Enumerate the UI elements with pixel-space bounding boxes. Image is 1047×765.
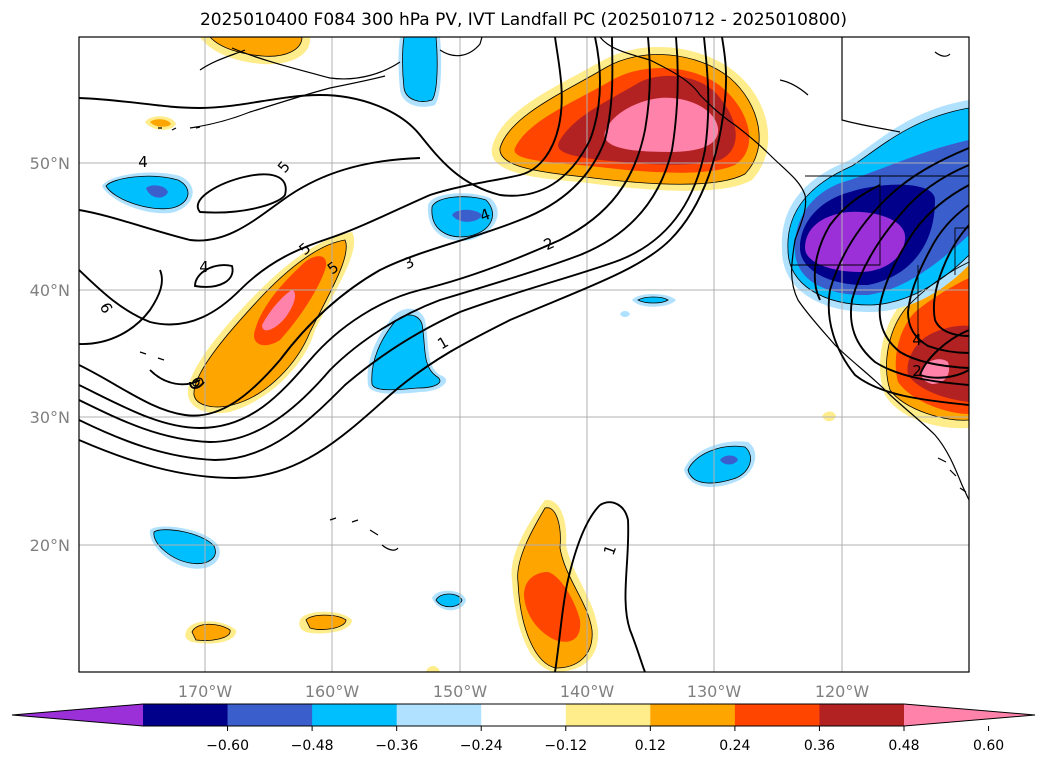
colorbar-segment [227, 704, 313, 726]
positive-anomaly-small [145, 116, 836, 672]
lon-label: 150°W [433, 682, 488, 701]
colorbar-tick-label: 0.24 [719, 738, 750, 754]
colorbar-tick-label: −0.24 [460, 738, 503, 754]
gridlines [79, 37, 969, 672]
contour-label: 1 [434, 333, 451, 353]
map-frame [78, 36, 970, 673]
contour-label: 2 [541, 234, 557, 254]
colorbar-tick-label: −0.48 [291, 738, 334, 754]
colorbar-segment [481, 704, 567, 726]
lat-label: 40°N [30, 281, 70, 300]
lat-label: 50°N [30, 154, 70, 173]
lon-label: 170°W [178, 682, 233, 701]
positive-anomaly-north [200, 37, 311, 65]
lat-label: 20°N [30, 536, 70, 555]
contour-label: 4 [199, 258, 209, 276]
longitude-labels: 170°W 160°W 150°W 140°W 130°W 120°W [178, 682, 870, 701]
contour-label: 6 [96, 299, 116, 316]
colorbar-extend-low [12, 704, 143, 726]
coastlines [139, 37, 969, 551]
positive-anomaly-band [187, 232, 355, 414]
colorbar-extend-high [904, 704, 1035, 726]
map-title: 2025010400 F084 300 hPa PV, IVT Landfall… [199, 10, 847, 30]
negative-anomaly-blobs [102, 37, 756, 611]
lon-label: 160°W [305, 682, 360, 701]
colorbar-tick-label: 0.60 [973, 738, 1004, 754]
colorbar-segment [143, 704, 229, 726]
colorbar-segment [312, 704, 398, 726]
lon-label: 140°W [560, 682, 615, 701]
colorbar-tick-label: 0.12 [635, 738, 666, 754]
lon-label: 130°W [687, 682, 742, 701]
colorbar: −0.60 −0.48 −0.36 −0.24 −0.12 0.12 0.24 0.36 0.4… [11, 703, 1036, 754]
contour-lines [79, 37, 969, 672]
positive-anomaly-gulf-alaska [491, 47, 769, 191]
lon-label: 120°W [815, 682, 870, 701]
anomaly-outlines [105, 37, 969, 669]
positive-anomaly-southeast [880, 250, 969, 429]
colorbar-tick-label: −0.12 [544, 738, 587, 754]
colorbar-segment [650, 704, 736, 726]
contour-label: 4 [912, 331, 922, 349]
contour-label: 2 [912, 362, 922, 380]
colorbar-tick-label: 0.48 [888, 738, 919, 754]
lat-label: 30°N [30, 408, 70, 427]
colorbar-outline [11, 703, 1036, 727]
colorbar-segment [734, 704, 820, 726]
latitude-labels: 50°N 40°N 30°N 20°N [30, 154, 70, 555]
colorbar-segment [396, 704, 482, 726]
colorbar-segment [819, 704, 905, 726]
negative-anomaly-west-coast [781, 100, 969, 312]
map-plot-area [79, 37, 969, 672]
colorbar-tick-label: −0.60 [206, 738, 249, 754]
colorbar-segment [565, 704, 651, 726]
colorbar-tick-label: 0.36 [804, 738, 835, 754]
contour-label: 5 [274, 158, 294, 177]
colorbar-tick-label: −0.36 [375, 738, 418, 754]
contour-label: 4 [138, 153, 148, 171]
